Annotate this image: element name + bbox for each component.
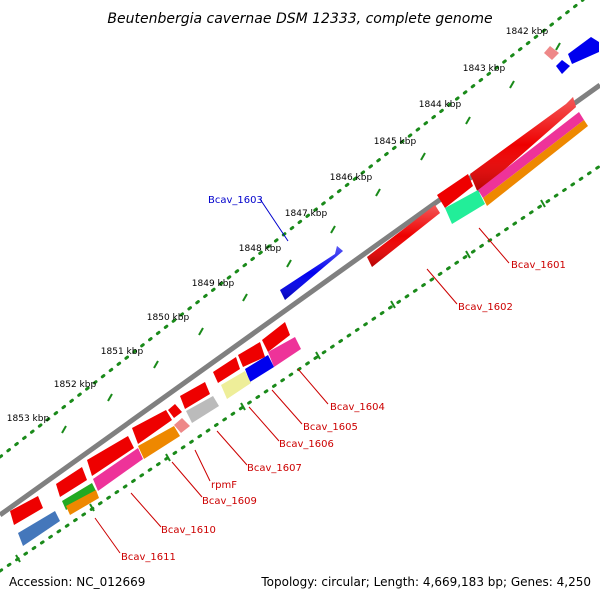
- gene-rpmf[interactable]: [174, 418, 190, 433]
- inner-tick-ring: [0, 164, 600, 573]
- forward-strand-genes: [280, 37, 599, 300]
- gene-upper-c[interactable]: [132, 410, 172, 444]
- tick-label: 1848 kbp: [239, 244, 282, 254]
- gene-bcav-1605-upper[interactable]: [262, 322, 290, 352]
- gene-magenta-1601[interactable]: [478, 112, 584, 198]
- tick-label: 1842 kbp: [506, 27, 549, 37]
- tick-label: 1844 kbp: [419, 100, 462, 110]
- gene-bcav-1604[interactable]: [268, 337, 301, 367]
- gene-orange-1601[interactable]: [483, 120, 588, 206]
- gene-label-rpmf[interactable]: rpmF: [211, 480, 237, 491]
- gene-label-bcav-1610[interactable]: Bcav_1610: [161, 525, 216, 536]
- gene-blue-small-1842[interactable]: [556, 60, 570, 74]
- reverse-strand-genes: [10, 97, 588, 546]
- gene-label-bcav-1601[interactable]: Bcav_1601: [511, 260, 566, 271]
- gene-label-bcav-1607[interactable]: Bcav_1607: [247, 463, 302, 474]
- gene-bcav-1606-upper[interactable]: [238, 342, 265, 367]
- gene-bcav-1610[interactable]: [93, 448, 143, 491]
- gene-upper-b[interactable]: [168, 404, 182, 418]
- gene-bcav-1607-upper[interactable]: [213, 357, 240, 383]
- tick-label: 1850 kbp: [147, 313, 190, 323]
- tick-label: 1851 kbp: [101, 347, 144, 357]
- gene-leader-lines: [94, 198, 510, 554]
- gene-cyan-1601[interactable]: [445, 190, 485, 224]
- gene-bcav-1606[interactable]: [221, 371, 251, 399]
- outer-tick-ring: [0, 0, 585, 459]
- tick-labels: 1842 kbp 1843 kbp 1844 kbp 1845 kbp 1846…: [7, 27, 549, 424]
- genome-summary-text: Topology: circular; Length: 4,669,183 bp…: [260, 575, 591, 589]
- tick-label: 1843 kbp: [463, 64, 506, 74]
- gene-label-bcav-1606[interactable]: Bcav_1606: [279, 439, 334, 450]
- gene-upper-a[interactable]: [180, 382, 210, 409]
- tick-label: 1853 kbp: [7, 414, 50, 424]
- tick-label: 1849 kbp: [192, 279, 235, 289]
- gene-label-bcav-1609[interactable]: Bcav_1609: [202, 496, 257, 507]
- tick-label: 1846 kbp: [330, 173, 373, 183]
- gene-label-bcav-1602[interactable]: Bcav_1602: [458, 302, 513, 313]
- gene-bcav-1607[interactable]: [186, 396, 219, 423]
- gene-label-bcav-1605[interactable]: Bcav_1605: [303, 422, 358, 433]
- gene-label-bcav-1603[interactable]: Bcav_1603: [208, 195, 263, 206]
- accession-text: Accession: NC_012669: [9, 575, 145, 589]
- gene-bcav-1611[interactable]: [66, 490, 99, 515]
- gene-pink-1842[interactable]: [544, 46, 559, 60]
- gene-bcav-1605[interactable]: [245, 355, 274, 382]
- gene-label-bcav-1611[interactable]: Bcav_1611: [121, 552, 176, 563]
- gene-labels: Bcav_1603 Bcav_1601 Bcav_1602 Bcav_1604 …: [121, 195, 566, 563]
- gene-blue-1842[interactable]: [568, 37, 599, 64]
- gene-bcav-1601-segment[interactable]: [437, 174, 473, 208]
- map-title: Beutenbergia cavernae DSM 12333, complet…: [107, 11, 492, 27]
- tick-label: 1847 kbp: [285, 209, 328, 219]
- gene-upper-e[interactable]: [56, 467, 87, 497]
- gene-green-1611[interactable]: [62, 483, 96, 510]
- tick-label: 1852 kbp: [54, 380, 97, 390]
- gene-upper-d[interactable]: [87, 436, 134, 476]
- gene-bcav-1609[interactable]: [138, 426, 180, 459]
- gene-label-bcav-1604[interactable]: Bcav_1604: [330, 402, 385, 413]
- gene-steelblue-1611[interactable]: [18, 511, 60, 546]
- tick-label: 1845 kbp: [374, 137, 417, 147]
- gene-upper-f[interactable]: [10, 496, 43, 525]
